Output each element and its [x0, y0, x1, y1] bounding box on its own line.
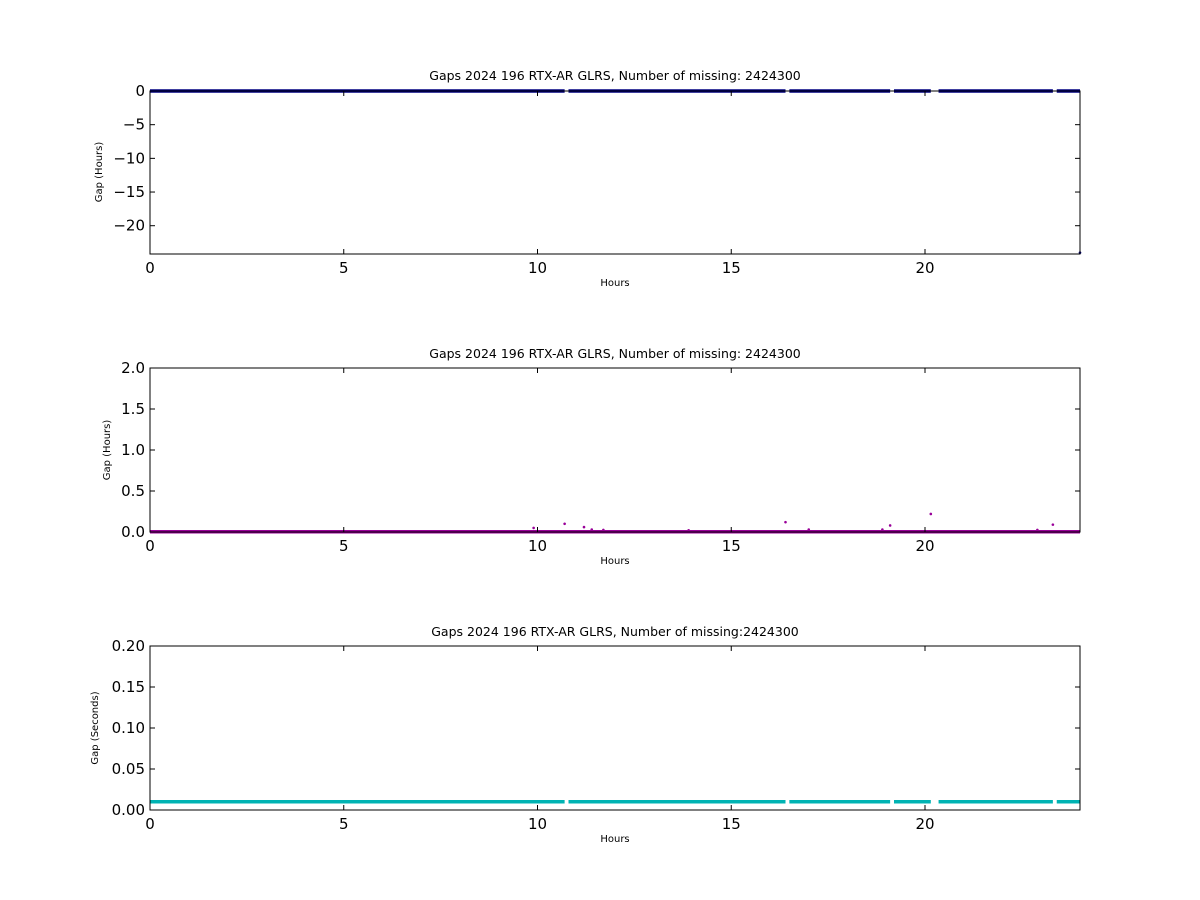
data-point — [888, 524, 892, 527]
data-point — [929, 512, 933, 516]
y-axis-label: Gap (Seconds) — [90, 691, 101, 764]
x-tick-label: 5 — [339, 259, 349, 277]
data-point — [590, 528, 594, 531]
chart-panel-2: Gaps 2024 196 RTX-AR GLRS, Number of mis… — [102, 346, 1081, 567]
plot-frame — [149, 645, 1081, 811]
chart-panel-3: Gaps 2024 196 RTX-AR GLRS, Number of mis… — [90, 624, 1081, 845]
x-axis-label: Hours — [600, 834, 629, 845]
x-tick-label: 20 — [915, 259, 934, 277]
y-tick-label: 0.05 — [112, 760, 145, 778]
data-point — [784, 520, 787, 524]
y-axis-label: Gap (Hours) — [94, 142, 105, 203]
y-tick-label: −10 — [113, 149, 145, 167]
y-tick-label: 1.0 — [121, 441, 145, 459]
y-tick-label: −20 — [113, 217, 145, 235]
y-axis-label: Gap (Hours) — [102, 420, 113, 481]
data-point — [563, 522, 566, 526]
plot-frame — [149, 90, 1081, 255]
chart-title: Gaps 2024 196 RTX-AR GLRS, Number of mis… — [429, 68, 801, 83]
x-tick-label: 15 — [722, 537, 741, 555]
x-tick-label: 5 — [339, 815, 349, 833]
x-tick-label: 15 — [722, 259, 741, 277]
y-tick-label: 0.10 — [112, 719, 145, 737]
x-tick-label: 0 — [145, 815, 155, 833]
y-tick-label: 0.20 — [112, 637, 145, 655]
y-tick-label: −5 — [123, 116, 145, 134]
axis-ticks: 0 5 10 15 20 0.00 0.05 0.10 0.15 0.20 — [112, 637, 1080, 833]
y-tick-label: 0.5 — [121, 482, 145, 500]
data-point — [582, 525, 586, 529]
plot-frame — [149, 367, 1081, 533]
y-tick-label: 0 — [135, 82, 145, 100]
axis-ticks: 0 5 10 15 20 0 −5 −10 −15 −20 — [113, 82, 1080, 277]
x-tick-label: 0 — [145, 259, 155, 277]
x-tick-label: 20 — [915, 537, 934, 555]
data-point — [1036, 528, 1039, 532]
data-point — [807, 528, 811, 531]
y-tick-label: 1.5 — [121, 400, 145, 418]
y-tick-label: 0.00 — [112, 801, 145, 819]
data-point — [532, 526, 535, 530]
x-tick-label: 0 — [145, 537, 155, 555]
y-tick-label: 2.0 — [121, 359, 145, 377]
x-tick-label: 15 — [722, 815, 741, 833]
chart-title: Gaps 2024 196 RTX-AR GLRS, Number of mis… — [429, 346, 801, 361]
data-point — [602, 528, 605, 532]
x-tick-label: 10 — [528, 537, 547, 555]
x-tick-label: 5 — [339, 537, 349, 555]
chart-panel-1: Gaps 2024 196 RTX-AR GLRS, Number of mis… — [94, 68, 1082, 289]
y-tick-label: 0.15 — [112, 678, 145, 696]
y-tick-label: −15 — [113, 183, 145, 201]
data-point — [1051, 523, 1055, 526]
axis-ticks: 0 5 10 15 20 0.0 0.5 1.0 1.5 2.0 — [121, 359, 1080, 555]
x-tick-label: 10 — [528, 259, 547, 277]
chart-title: Gaps 2024 196 RTX-AR GLRS, Number of mis… — [431, 624, 799, 639]
x-axis-label: Hours — [600, 556, 629, 567]
x-tick-label: 10 — [528, 815, 547, 833]
x-tick-label: 20 — [915, 815, 934, 833]
y-tick-label: 0.0 — [121, 523, 145, 541]
data-point — [687, 529, 690, 532]
data-point — [881, 528, 884, 531]
x-axis-label: Hours — [600, 278, 629, 289]
